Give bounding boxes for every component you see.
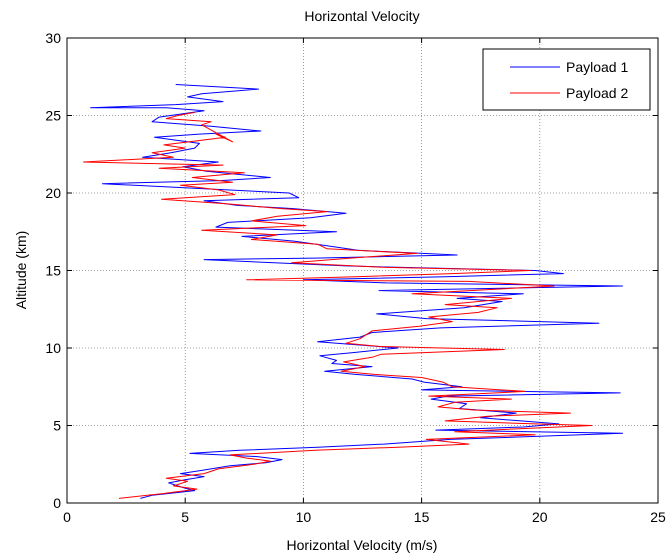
- x-axis-title: Horizontal Velocity (m/s): [287, 537, 438, 553]
- legend: Payload 1 Payload 2: [482, 48, 651, 111]
- y-tick-label: 0: [53, 495, 61, 511]
- y-tick-label: 5: [53, 418, 61, 434]
- y-tick-label: 25: [45, 108, 61, 124]
- legend-box: [482, 48, 651, 111]
- x-tick-label: 15: [414, 509, 430, 525]
- y-axis-title: Altitude (km): [13, 231, 29, 310]
- y-tick-label: 15: [45, 263, 61, 279]
- y-tick-label: 10: [45, 340, 61, 356]
- series-line-payload-2: [83, 111, 593, 499]
- legend-label-payload-2: Payload 2: [566, 85, 628, 101]
- x-tick-label: 5: [181, 509, 189, 525]
- x-tick-label: 20: [532, 509, 548, 525]
- x-tick-label: 0: [63, 509, 71, 525]
- y-tick-label: 30: [45, 30, 61, 46]
- x-tick-label: 25: [650, 509, 666, 525]
- legend-label-payload-1: Payload 1: [566, 59, 628, 75]
- y-tick-label: 20: [45, 185, 61, 201]
- x-tick-label: 10: [296, 509, 312, 525]
- series-line-payload-1: [90, 84, 623, 499]
- ticks: 0 5 10 15 20 25 0 5 10 15 20 25 30: [45, 30, 666, 525]
- chart-title: Horizontal Velocity: [304, 8, 419, 24]
- series-lines: [83, 84, 623, 499]
